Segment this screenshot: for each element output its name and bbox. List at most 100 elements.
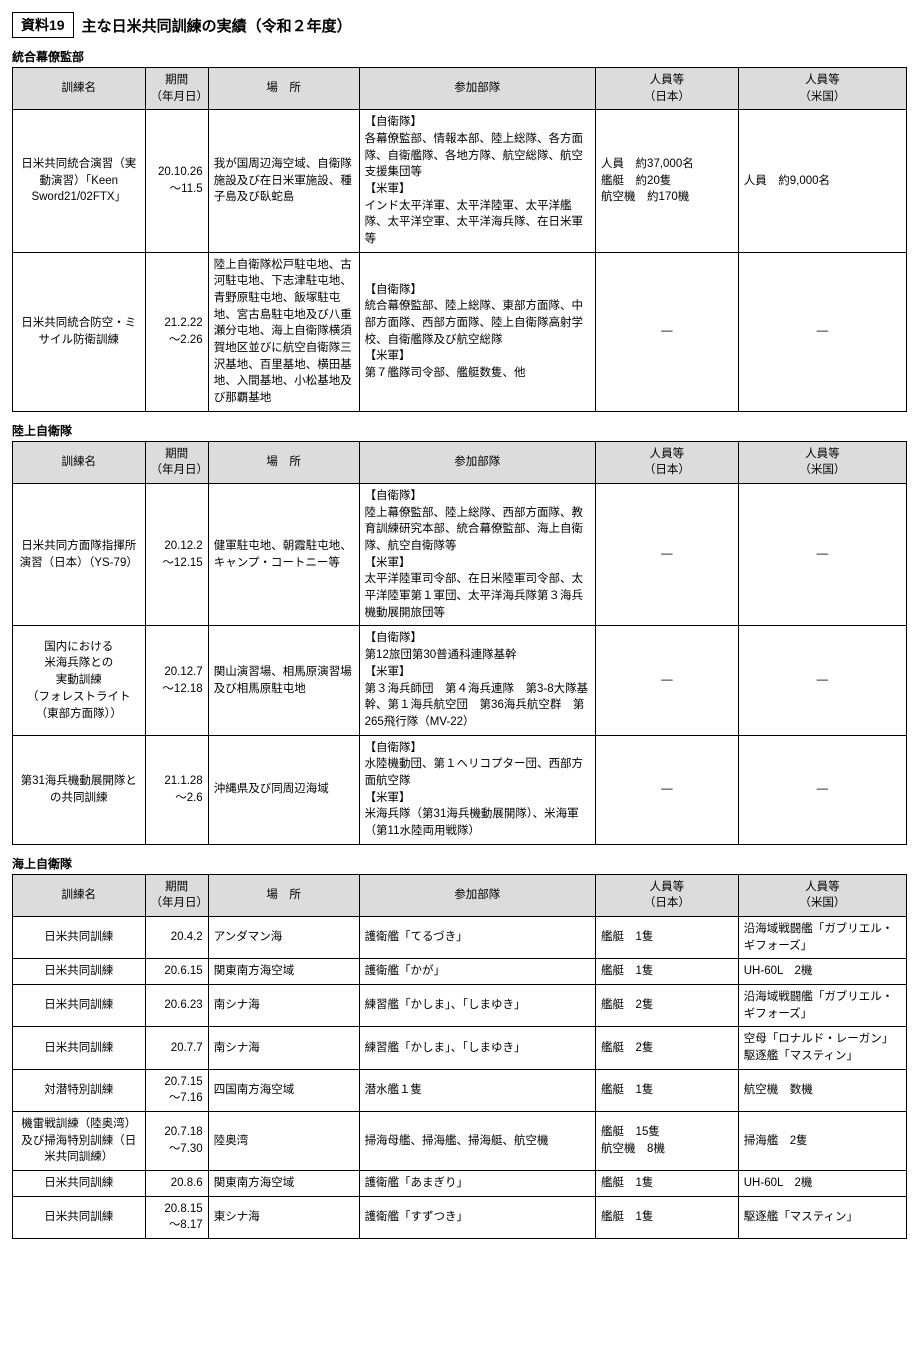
table-row: 国内における米海兵隊との実動訓練（フォレストライト（東部方面隊）） 20.12.… — [13, 626, 907, 735]
cell-us: ― — [738, 252, 906, 411]
cell-name: 機雷戦訓練（陸奥湾）及び掃海特別訓練（日米共同訓練） — [13, 1111, 146, 1170]
cell-place: 四国南方海空域 — [208, 1069, 359, 1111]
cell-name: 国内における米海兵隊との実動訓練（フォレストライト（東部方面隊）） — [13, 626, 146, 735]
cell-period: 20.10.26～11.5 — [145, 110, 208, 252]
cell-jp: ― — [596, 252, 739, 411]
cell-us: 掃海艦 2隻 — [738, 1111, 906, 1170]
col-header-name: 訓練名 — [13, 68, 146, 110]
cell-name: 日米共同訓練 — [13, 916, 146, 958]
cell-name: 日米共同訓練 — [13, 1170, 146, 1196]
cell-jp: 艦艇 2隻 — [596, 984, 739, 1026]
cell-period: 20.8.6 — [145, 1170, 208, 1196]
section-label-gsdf: 陸上自衛隊 — [12, 422, 907, 439]
cell-jp: 艦艇 1隻 — [596, 916, 739, 958]
cell-units: 練習艦「かしま」、「しまゆき」 — [359, 984, 595, 1026]
col-header-name: 訓練名 — [13, 441, 146, 483]
cell-place: 我が国周辺海空域、自衛隊施設及び在日米軍施設、種子島及び臥蛇島 — [208, 110, 359, 252]
cell-jp: 艦艇 1隻 — [596, 959, 739, 985]
table-row: 日米共同方面隊指揮所演習（日本）（YS-79） 20.12.2～12.15 健軍… — [13, 484, 907, 626]
cell-period: 20.8.15～8.17 — [145, 1196, 208, 1238]
cell-period: 20.7.15～7.16 — [145, 1069, 208, 1111]
section-label-msdf: 海上自衛隊 — [12, 855, 907, 872]
cell-units: 【自衛隊】各幕僚監部、情報本部、陸上総隊、各方面隊、自衛艦隊、各地方隊、航空総隊… — [359, 110, 595, 252]
col-header-period: 期間（年月日） — [145, 874, 208, 916]
col-header-jp: 人員等（日本） — [596, 441, 739, 483]
cell-us: UH-60L 2機 — [738, 1170, 906, 1196]
cell-units: 【自衛隊】統合幕僚監部、陸上総隊、東部方面隊、中部方面隊、西部方面隊、陸上自衛隊… — [359, 252, 595, 411]
cell-us: 沿海域戦闘艦「ガブリエル・ギフォーズ」 — [738, 916, 906, 958]
cell-period: 20.7.18～7.30 — [145, 1111, 208, 1170]
cell-place: 陸奥湾 — [208, 1111, 359, 1170]
cell-units: 【自衛隊】第12旅団第30普通科連隊基幹【米軍】第３海兵師団 第４海兵連隊 第3… — [359, 626, 595, 735]
cell-units: 練習艦「かしま」、「しまゆき」 — [359, 1027, 595, 1069]
col-header-period: 期間（年月日） — [145, 68, 208, 110]
cell-units: 護衛艦「あまぎり」 — [359, 1170, 595, 1196]
cell-units: 潜水艦１隻 — [359, 1069, 595, 1111]
cell-name: 日米共同統合演習（実動演習）「Keen Sword21/02FTX」 — [13, 110, 146, 252]
cell-place: 東シナ海 — [208, 1196, 359, 1238]
cell-us: 航空機 数機 — [738, 1069, 906, 1111]
cell-units: 【自衛隊】水陸機動団、第１ヘリコプター団、西部方面航空隊【米軍】米海兵隊（第31… — [359, 735, 595, 844]
cell-period: 20.6.23 — [145, 984, 208, 1026]
table-row: 日米共同統合防空・ミサイル防衛訓練 21.2.22～2.26 陸上自衛隊松戸駐屯… — [13, 252, 907, 411]
cell-units: 護衛艦「すずつき」 — [359, 1196, 595, 1238]
cell-us: 沿海域戦闘艦「ガブリエル・ギフォーズ」 — [738, 984, 906, 1026]
cell-name: 日米共同訓練 — [13, 1027, 146, 1069]
col-header-jp: 人員等（日本） — [596, 874, 739, 916]
cell-jp: 艦艇 1隻 — [596, 1196, 739, 1238]
cell-name: 日米共同方面隊指揮所演習（日本）（YS-79） — [13, 484, 146, 626]
table-row: 日米共同訓練 20.6.15 関東南方海空域 護衛艦「かが」 艦艇 1隻 UH-… — [13, 959, 907, 985]
table-msdf: 訓練名 期間（年月日） 場 所 参加部隊 人員等（日本） 人員等（米国） 日米共… — [12, 874, 907, 1239]
table-row: 日米共同訓練 20.7.7 南シナ海 練習艦「かしま」、「しまゆき」 艦艇 2隻… — [13, 1027, 907, 1069]
cell-jp: ― — [596, 484, 739, 626]
cell-place: アンダマン海 — [208, 916, 359, 958]
cell-period: 20.7.7 — [145, 1027, 208, 1069]
cell-period: 20.12.2～12.15 — [145, 484, 208, 626]
cell-us: ― — [738, 735, 906, 844]
col-header-place: 場 所 — [208, 874, 359, 916]
cell-name: 対潜特別訓練 — [13, 1069, 146, 1111]
table-header-row: 訓練名 期間（年月日） 場 所 参加部隊 人員等（日本） 人員等（米国） — [13, 68, 907, 110]
cell-jp: ― — [596, 735, 739, 844]
col-header-jp: 人員等（日本） — [596, 68, 739, 110]
table-row: 日米共同訓練 20.8.6 関東南方海空域 護衛艦「あまぎり」 艦艇 1隻 UH… — [13, 1170, 907, 1196]
table-header-row: 訓練名 期間（年月日） 場 所 参加部隊 人員等（日本） 人員等（米国） — [13, 441, 907, 483]
table-row: 日米共同訓練 20.4.2 アンダマン海 護衛艦「てるづき」 艦艇 1隻 沿海域… — [13, 916, 907, 958]
col-header-us: 人員等（米国） — [738, 68, 906, 110]
cell-place: 南シナ海 — [208, 984, 359, 1026]
cell-period: 20.4.2 — [145, 916, 208, 958]
cell-jp: 艦艇 15隻航空機 8機 — [596, 1111, 739, 1170]
col-header-period: 期間（年月日） — [145, 441, 208, 483]
col-header-us: 人員等（米国） — [738, 874, 906, 916]
cell-period: 20.6.15 — [145, 959, 208, 985]
col-header-units: 参加部隊 — [359, 68, 595, 110]
cell-jp: 艦艇 1隻 — [596, 1069, 739, 1111]
cell-place: 関東南方海空域 — [208, 1170, 359, 1196]
cell-us: 空母「ロナルド・レーガン」駆逐艦「マスティン」 — [738, 1027, 906, 1069]
cell-units: 護衛艦「かが」 — [359, 959, 595, 985]
cell-us: UH-60L 2機 — [738, 959, 906, 985]
cell-jp: 人員 約37,000名艦艇 約20隻航空機 約170機 — [596, 110, 739, 252]
cell-period: 21.2.22～2.26 — [145, 252, 208, 411]
col-header-units: 参加部隊 — [359, 874, 595, 916]
cell-place: 健軍駐屯地、朝霞駐屯地、キャンプ・コートニー等 — [208, 484, 359, 626]
cell-jp: ― — [596, 626, 739, 735]
cell-name: 日米共同統合防空・ミサイル防衛訓練 — [13, 252, 146, 411]
col-header-place: 場 所 — [208, 68, 359, 110]
cell-units: 護衛艦「てるづき」 — [359, 916, 595, 958]
cell-us: ― — [738, 484, 906, 626]
col-header-place: 場 所 — [208, 441, 359, 483]
cell-jp: 艦艇 1隻 — [596, 1170, 739, 1196]
cell-units: 掃海母艦、掃海艦、掃海艇、航空機 — [359, 1111, 595, 1170]
cell-name: 日米共同訓練 — [13, 959, 146, 985]
cell-place: 南シナ海 — [208, 1027, 359, 1069]
cell-period: 21.1.28～2.6 — [145, 735, 208, 844]
document-number-box: 資料19 — [12, 12, 74, 38]
page-title: 主な日米共同訓練の実績（令和２年度） — [82, 15, 352, 36]
cell-us: ― — [738, 626, 906, 735]
cell-place: 関東南方海空域 — [208, 959, 359, 985]
table-row: 対潜特別訓練 20.7.15～7.16 四国南方海空域 潜水艦１隻 艦艇 1隻 … — [13, 1069, 907, 1111]
col-header-us: 人員等（米国） — [738, 441, 906, 483]
table-gsdf: 訓練名 期間（年月日） 場 所 参加部隊 人員等（日本） 人員等（米国） 日米共… — [12, 441, 907, 845]
cell-place: 関山演習場、相馬原演習場及び相馬原駐屯地 — [208, 626, 359, 735]
